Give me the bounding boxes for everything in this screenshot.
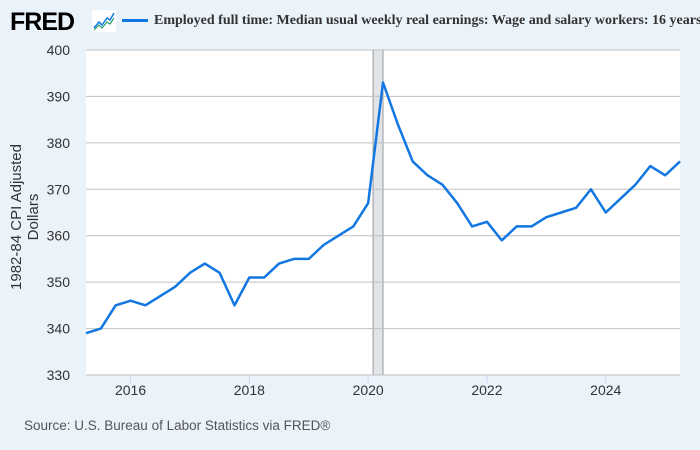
chart-legend: Employed full time: Median usual weekly … xyxy=(122,13,700,29)
y-tick-label: 370 xyxy=(47,181,71,197)
x-tick-label: 2016 xyxy=(115,382,146,398)
x-tick-label: 2024 xyxy=(590,382,621,398)
chart-line-icon xyxy=(92,10,116,32)
fred-logo[interactable]: FRED xyxy=(10,8,75,36)
legend-label: Employed full time: Median usual weekly … xyxy=(154,13,700,28)
y-tick-label: 330 xyxy=(47,367,71,383)
y-tick-label: 360 xyxy=(47,228,71,244)
x-tick-label: 2020 xyxy=(353,382,384,398)
y-tick-label: 400 xyxy=(47,42,71,58)
source-note: Source: U.S. Bureau of Labor Statistics … xyxy=(24,418,331,433)
y-tick-label: 380 xyxy=(47,135,71,151)
legend-swatch xyxy=(122,19,148,23)
x-tick-label: 2018 xyxy=(234,382,265,398)
x-tick-label: 2022 xyxy=(471,382,502,398)
y-tick-label: 340 xyxy=(47,321,71,337)
y-tick-label: 350 xyxy=(47,274,71,290)
y-tick-label: 390 xyxy=(47,88,71,104)
